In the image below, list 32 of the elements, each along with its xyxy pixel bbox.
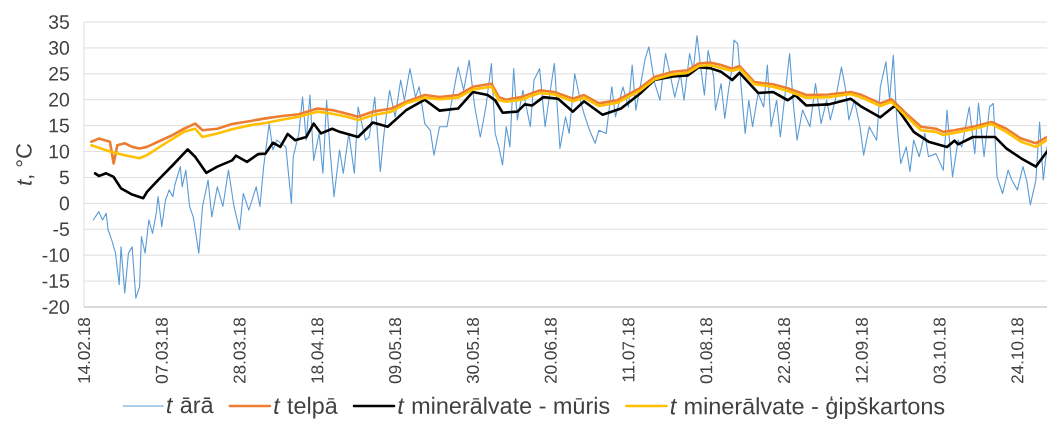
- y-tick-label: 25: [49, 66, 69, 81]
- line-series: [92, 34, 1048, 299]
- y-tick-label: -15: [42, 274, 69, 288]
- x-tick-label: 07.03.18: [155, 317, 168, 384]
- x-tick-label: 11.07.18: [622, 317, 635, 382]
- x-tick-label: 20.06.18: [544, 317, 557, 384]
- legend-label: t telpā: [274, 396, 338, 419]
- x-tick-label: 28.03.18: [233, 317, 246, 384]
- y-axis-title: t, °C: [16, 143, 35, 185]
- legend-label: t minerālvate - ģipškartons: [670, 396, 945, 420]
- y-tick-label: 15: [49, 118, 69, 133]
- x-tick-label: 24.10.18: [1011, 317, 1024, 384]
- y-tick-label: 0: [59, 196, 70, 211]
- line-series: [93, 65, 1048, 200]
- y-tick-label: -20: [42, 300, 70, 314]
- y-tick-label: 10: [49, 144, 70, 159]
- x-tick-label: 14.02.18: [77, 317, 91, 383]
- x-tick-label: 12.09.18: [855, 317, 868, 383]
- x-tick-label: 30.05.18: [466, 317, 479, 384]
- y-tick-label: 5: [59, 170, 69, 185]
- x-tick-label: 03.10.18: [933, 317, 946, 384]
- x-tick-label: 22.08.18: [777, 317, 791, 384]
- x-tick-label: 01.08.18: [700, 317, 713, 384]
- x-tick-label: 09.05.18: [389, 317, 402, 384]
- x-tick-label: 18.04.18: [311, 317, 324, 383]
- legend-label: t ārā: [166, 397, 214, 414]
- y-tick-label: 35: [48, 15, 69, 29]
- legend-label: t minerālvate - mūris: [398, 396, 610, 414]
- y-tick-label: -10: [42, 248, 70, 263]
- y-tick-label: -5: [53, 222, 69, 237]
- y-tick-label: 30: [48, 41, 70, 55]
- y-tick-label: 20: [49, 92, 70, 107]
